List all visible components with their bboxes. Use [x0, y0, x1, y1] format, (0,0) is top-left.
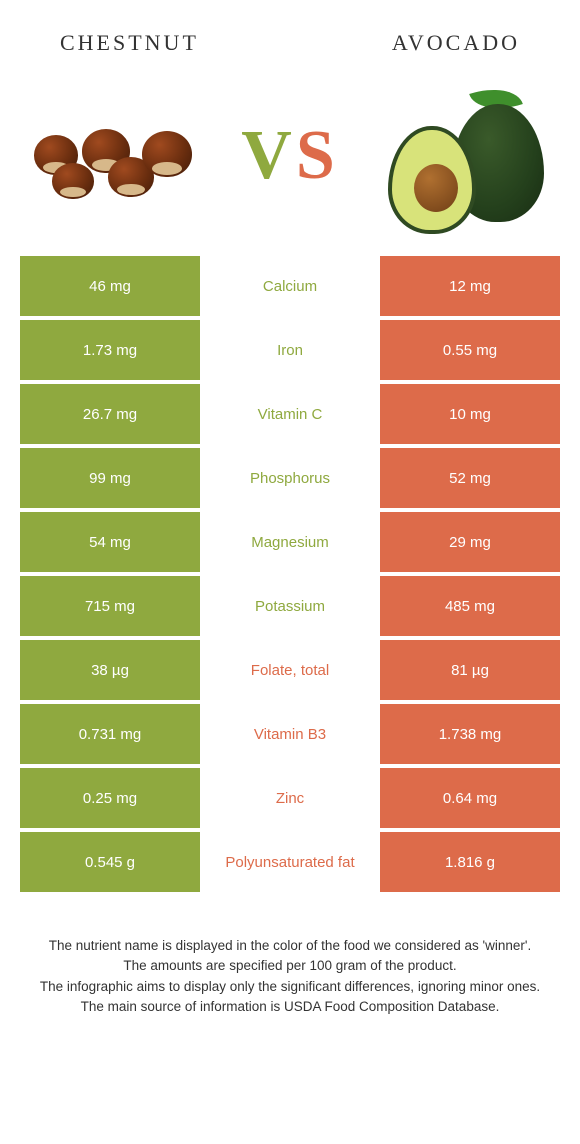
comparison-table: 46 mgCalcium12 mg1.73 mgIron0.55 mg26.7 …: [20, 256, 560, 892]
value-right: 81 µg: [380, 640, 560, 700]
vs-label: VS: [241, 116, 339, 196]
value-left: 0.545 g: [20, 832, 200, 892]
nutrient-name: Vitamin B3: [200, 704, 380, 764]
table-row: 54 mgMagnesium29 mg: [20, 512, 560, 572]
nutrient-name: Phosphorus: [200, 448, 380, 508]
nutrient-name: Magnesium: [200, 512, 380, 572]
title-right: AVOCADO: [392, 30, 520, 56]
nutrient-name: Vitamin C: [200, 384, 380, 444]
value-right: 12 mg: [380, 256, 560, 316]
nutrient-name: Iron: [200, 320, 380, 380]
value-left: 99 mg: [20, 448, 200, 508]
value-left: 26.7 mg: [20, 384, 200, 444]
footer-notes: The nutrient name is displayed in the co…: [0, 896, 580, 1017]
vs-s: S: [296, 116, 339, 196]
nutrient-name: Calcium: [200, 256, 380, 316]
value-left: 715 mg: [20, 576, 200, 636]
value-right: 0.55 mg: [380, 320, 560, 380]
value-left: 1.73 mg: [20, 320, 200, 380]
table-row: 99 mgPhosphorus52 mg: [20, 448, 560, 508]
title-left: CHESTNUT: [60, 30, 199, 56]
footer-line: The infographic aims to display only the…: [20, 977, 560, 997]
hero: VS: [0, 76, 580, 256]
value-right: 1.816 g: [380, 832, 560, 892]
footer-line: The main source of information is USDA F…: [20, 997, 560, 1017]
value-right: 0.64 mg: [380, 768, 560, 828]
value-left: 46 mg: [20, 256, 200, 316]
value-right: 1.738 mg: [380, 704, 560, 764]
value-right: 10 mg: [380, 384, 560, 444]
nutrient-name: Potassium: [200, 576, 380, 636]
table-row: 0.545 gPolyunsaturated fat1.816 g: [20, 832, 560, 892]
nutrient-name: Zinc: [200, 768, 380, 828]
value-right: 29 mg: [380, 512, 560, 572]
avocado-image: [380, 86, 550, 226]
value-right: 52 mg: [380, 448, 560, 508]
table-row: 715 mgPotassium485 mg: [20, 576, 560, 636]
value-right: 485 mg: [380, 576, 560, 636]
table-row: 0.25 mgZinc0.64 mg: [20, 768, 560, 828]
table-row: 0.731 mgVitamin B31.738 mg: [20, 704, 560, 764]
nutrient-name: Folate, total: [200, 640, 380, 700]
nutrient-name: Polyunsaturated fat: [200, 832, 380, 892]
table-row: 46 mgCalcium12 mg: [20, 256, 560, 316]
table-row: 38 µgFolate, total81 µg: [20, 640, 560, 700]
footer-line: The amounts are specified per 100 gram o…: [20, 956, 560, 976]
header: CHESTNUT AVOCADO: [0, 0, 580, 76]
vs-v: V: [241, 116, 296, 196]
value-left: 0.731 mg: [20, 704, 200, 764]
value-left: 0.25 mg: [20, 768, 200, 828]
table-row: 26.7 mgVitamin C10 mg: [20, 384, 560, 444]
value-left: 54 mg: [20, 512, 200, 572]
footer-line: The nutrient name is displayed in the co…: [20, 936, 560, 956]
value-left: 38 µg: [20, 640, 200, 700]
chestnut-image: [30, 86, 200, 226]
table-row: 1.73 mgIron0.55 mg: [20, 320, 560, 380]
